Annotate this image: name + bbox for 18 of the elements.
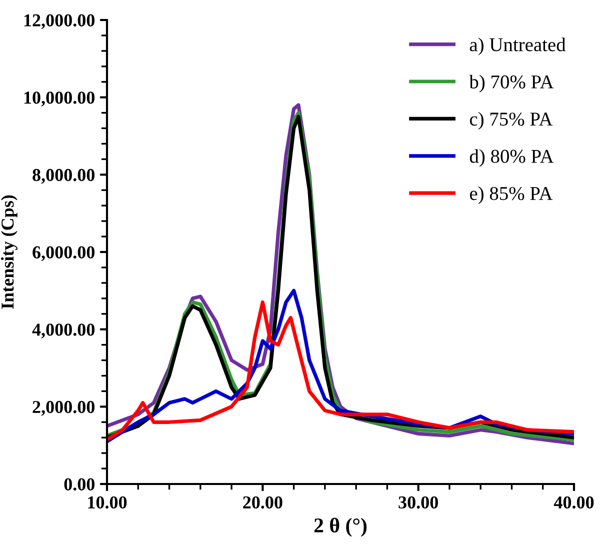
x-tick-label: 30.00: [398, 496, 438, 509]
x-tick-label: 40.00: [554, 496, 594, 509]
y-axis-title: Intensity (Cps): [0, 195, 18, 309]
y-tick-label: 8,000.00: [32, 168, 95, 184]
legend-label: a) Untreated: [470, 38, 566, 56]
x-axis-title: 2 θ (°): [314, 518, 367, 537]
x-tick-label: 20.00: [243, 496, 282, 509]
legend-label: d) 80% PA: [470, 149, 554, 167]
y-tick-label: 6,000.00: [32, 246, 95, 262]
y-tick-label: 12,000.00: [24, 14, 95, 30]
y-tick-label: 10,000.00: [24, 92, 95, 106]
x-tick-label: 10.00: [88, 496, 127, 509]
y-tick-label: 4,000.00: [32, 324, 95, 338]
legend-label: b) 70% PA: [469, 74, 554, 92]
y-tick-label: 2,000.00: [32, 400, 95, 416]
legend-label: e) 85% PA: [470, 186, 553, 204]
y-tick-label: 0.00: [64, 478, 95, 491]
legend-label: c) 75% PA: [470, 112, 553, 130]
